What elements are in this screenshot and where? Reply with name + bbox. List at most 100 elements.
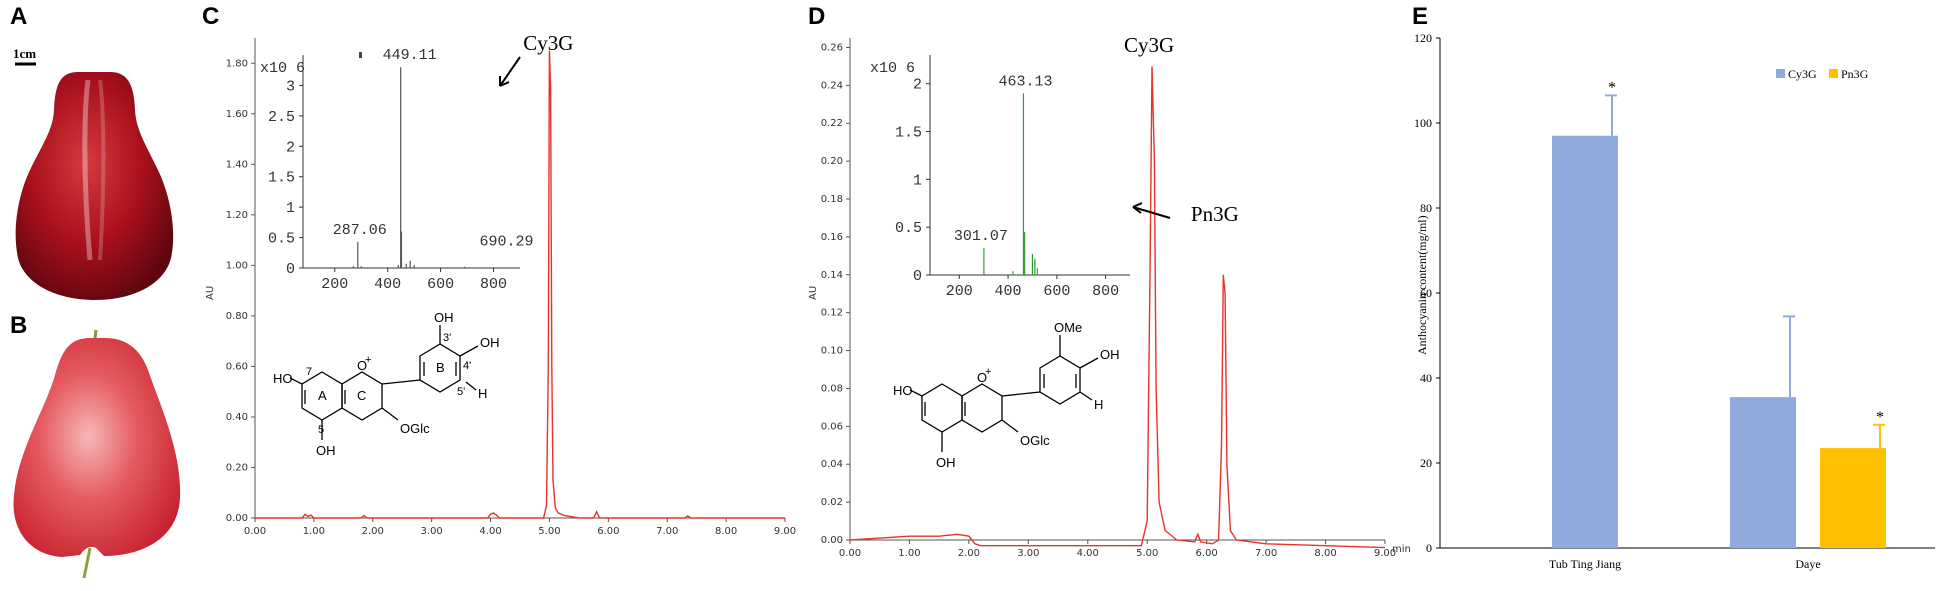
panel-a-label: A bbox=[10, 3, 27, 30]
x-tick-label: 6.00 bbox=[597, 526, 619, 537]
panel-e: E 0 20 40 60 80 100 120 Anthocyanin content(mg… bbox=[1412, 3, 1935, 571]
structure-cyanidin-3-glucoside bbox=[289, 325, 479, 440]
chem-label: OH bbox=[936, 455, 956, 470]
legend-label: Pn3G bbox=[1841, 67, 1869, 81]
panel-d: D 0.00 0.02 0.04 0.06 0.08 0.10 0.12 0.14 0.16 0.… bbox=[808, 3, 1411, 559]
x-tick-label: 6.00 bbox=[1196, 548, 1218, 559]
ms-inset-c: x10 6 00.511.522.53 200 400 600 800 287.06 … bbox=[260, 47, 534, 293]
inset-y-tick-label: 3 bbox=[286, 78, 295, 95]
panel-a: A 1cm bbox=[10, 3, 174, 300]
panel-e-label: E bbox=[1412, 3, 1428, 30]
atom-number: 3' bbox=[443, 332, 451, 344]
panel-b-label: B bbox=[10, 312, 27, 339]
y-tick-label: 0.00 bbox=[821, 535, 843, 546]
y-tick-label: 0.02 bbox=[821, 497, 843, 508]
chem-label: OH bbox=[1100, 347, 1120, 362]
inset-y-tick-label: 2 bbox=[286, 139, 295, 156]
inset-y-tick-label: 2.5 bbox=[268, 109, 295, 126]
x-tick-label: 7.00 bbox=[656, 526, 678, 537]
legend-label: Cy3G bbox=[1788, 67, 1817, 81]
y-tick-label: 1.00 bbox=[226, 260, 248, 271]
inset-y-tick-label: 1.5 bbox=[895, 125, 922, 142]
peak-label-pn3g: Pn3G bbox=[1191, 202, 1239, 226]
panel-c-label: C bbox=[202, 3, 219, 30]
inset-x-tick-label: 200 bbox=[321, 276, 348, 293]
ms-peak-label: 449.11 bbox=[383, 47, 437, 64]
y-tick-label: 0.40 bbox=[226, 412, 248, 423]
y-tick-label: 1.80 bbox=[226, 58, 248, 69]
chem-label: OH bbox=[316, 443, 336, 458]
inset-y-tick-label: 0.5 bbox=[268, 231, 295, 248]
ms-peak-label: 301.07 bbox=[954, 228, 1008, 245]
y-tick-label: 1.20 bbox=[226, 210, 248, 221]
chem-label: O bbox=[977, 370, 987, 385]
chem-label: OGlc bbox=[400, 421, 430, 436]
chem-label: H bbox=[478, 386, 487, 401]
ms-peak-label: 690.29 bbox=[480, 234, 534, 251]
inset-y-tick-label: 1.5 bbox=[268, 170, 295, 187]
y-tick-label: 0.26 bbox=[821, 42, 843, 53]
legend-swatch-cy3g bbox=[1776, 69, 1785, 78]
inset-x-tick-label: 200 bbox=[946, 283, 973, 300]
peak-label-cy3g: Cy3G bbox=[1124, 33, 1174, 57]
y-tick-label: 40 bbox=[1420, 371, 1432, 385]
ring-label: A bbox=[318, 388, 327, 403]
chromatogram-d-axes bbox=[849, 38, 1385, 541]
y-tick-label: 0.60 bbox=[226, 361, 248, 372]
inset-y-tick-label: 0.5 bbox=[895, 220, 922, 237]
atom-number: 4' bbox=[463, 360, 471, 372]
ms-inset-d-ylabel: x10 6 bbox=[870, 60, 915, 77]
x-tick-label: 9.00 bbox=[1374, 548, 1396, 559]
ring-label: B bbox=[436, 360, 445, 375]
chromatogram-d-ylabel: AU bbox=[808, 286, 819, 300]
bar-cy3g bbox=[1730, 397, 1796, 548]
x-tick-label: 5.00 bbox=[538, 526, 560, 537]
scale-bar-label: 1cm bbox=[13, 46, 36, 61]
inset-x-tick-label: 400 bbox=[995, 283, 1022, 300]
inset-y-tick-label: 0 bbox=[913, 268, 922, 285]
chromatogram-d-trace bbox=[849, 66, 1386, 549]
structure-c-labels: HO OH OH H OGlc OH O + A C B 7 5 3' 4' 5… bbox=[273, 310, 500, 458]
ms-inset-c-ylabel: x10 6 bbox=[260, 60, 305, 77]
panel-c: C 0.00 0.20 0.40 0.60 0.80 1.00 1.20 1.40 1.60 1.… bbox=[202, 3, 796, 537]
chem-label: HO bbox=[893, 383, 913, 398]
x-tick-label: 1.00 bbox=[303, 526, 325, 537]
y-tick-label: 0.18 bbox=[821, 194, 843, 205]
y-tick-label: 0.20 bbox=[821, 156, 843, 167]
legend-swatch-pn3g bbox=[1829, 69, 1838, 78]
ms-peak-label: 463.13 bbox=[998, 73, 1052, 90]
atom-number: 5 bbox=[318, 424, 324, 436]
inset-y-tick-label: 0 bbox=[286, 261, 295, 278]
arrow-icon bbox=[1132, 202, 1171, 219]
inset-y-tick-label: 2 bbox=[913, 77, 922, 94]
chromatogram-d-xlabel: min bbox=[1392, 544, 1411, 555]
chem-charge: + bbox=[365, 354, 371, 366]
y-tick-label: 0.10 bbox=[821, 346, 843, 357]
bar-chart-ylabel: Anthocyanin content(mg/ml) bbox=[1415, 215, 1429, 355]
bar-category-label: Daye bbox=[1795, 557, 1820, 571]
x-tick-label: 5.00 bbox=[1136, 548, 1158, 559]
x-tick-label: 2.00 bbox=[958, 548, 980, 559]
y-tick-label: 100 bbox=[1414, 116, 1432, 130]
x-tick-label: 4.00 bbox=[479, 526, 501, 537]
y-tick-label: 0.24 bbox=[821, 80, 843, 91]
y-tick-label: 80 bbox=[1420, 201, 1432, 215]
chem-label: O bbox=[357, 358, 367, 373]
chem-label: HO bbox=[273, 371, 293, 386]
y-tick-label: 0.20 bbox=[226, 462, 248, 473]
x-tick-label: 9.00 bbox=[774, 526, 796, 537]
bar-pn3g bbox=[1820, 448, 1886, 548]
x-tick-label: 0.00 bbox=[244, 526, 266, 537]
inset-x-tick-label: 600 bbox=[1043, 283, 1070, 300]
x-tick-label: 4.00 bbox=[1077, 548, 1099, 559]
chem-charge: + bbox=[985, 366, 991, 378]
chromatogram-c-ylabel: AU bbox=[205, 286, 216, 300]
inset-x-tick-label: 800 bbox=[480, 276, 507, 293]
atom-number: 7 bbox=[306, 366, 312, 378]
y-tick-label: 0.04 bbox=[821, 459, 843, 470]
y-tick-label: 0.80 bbox=[226, 311, 248, 322]
x-tick-label: 3.00 bbox=[1017, 548, 1039, 559]
x-tick-label: 8.00 bbox=[1314, 548, 1336, 559]
panel-b: B bbox=[10, 312, 181, 579]
